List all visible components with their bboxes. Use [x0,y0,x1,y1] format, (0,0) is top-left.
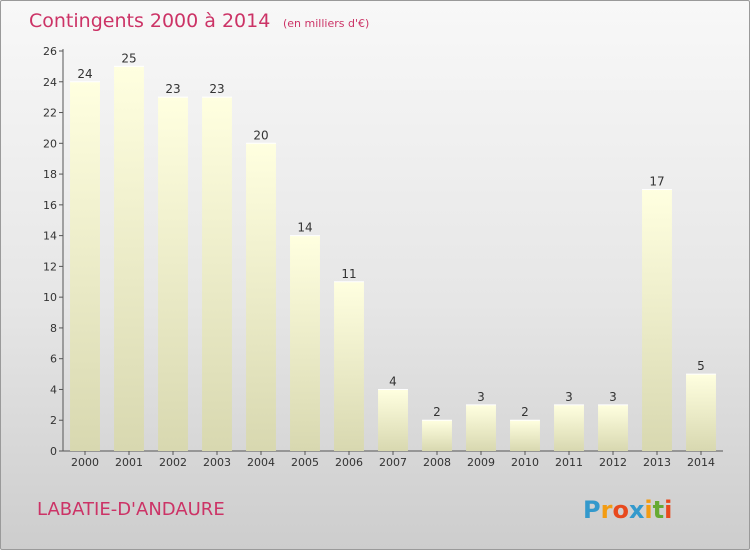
place-name: LABATIE-D'ANDAURE [37,499,225,520]
data-label-2003: 23 [209,82,224,96]
y-tick-label: 20 [43,137,57,150]
data-label-2013: 17 [649,174,664,188]
x-tick-label-2006: 2006 [335,456,363,469]
data-label-2007: 4 [389,374,397,388]
x-tick-label-2007: 2007 [379,456,407,469]
logo-letter: i [644,496,652,524]
data-label-2014: 5 [697,359,705,373]
data-label-2009: 3 [477,390,485,404]
x-tick-label-2009: 2009 [467,456,495,469]
bar-2012 [598,404,628,451]
bar-2006 [334,281,364,451]
y-tick-label: 16 [43,199,57,212]
x-tick-label-2002: 2002 [159,456,187,469]
chart-title: Contingents 2000 à 2014 [29,10,270,32]
y-tick-label: 4 [50,383,57,396]
logo-letter: P [583,496,601,524]
x-tick-label-2000: 2000 [71,456,99,469]
y-tick-label: 22 [43,107,57,120]
logo-letter: i [664,496,672,524]
x-tick-label-2001: 2001 [115,456,143,469]
bar-2005 [290,235,320,451]
x-tick-label-2004: 2004 [247,456,275,469]
y-tick-label: 8 [50,322,57,335]
bar-2010 [510,420,540,451]
x-tick-label-2013: 2013 [643,456,671,469]
y-tick-label: 12 [43,260,57,273]
data-label-2001: 25 [121,51,136,65]
y-tick-label: 14 [43,230,57,243]
bar-2014 [686,374,716,451]
x-tick-label-2014: 2014 [687,456,715,469]
chart-subtitle: (en milliers d'€) [283,17,369,30]
data-label-2008: 2 [433,405,441,419]
logo-letter: t [653,496,664,524]
data-label-2000: 24 [77,67,92,81]
logo-letter: r [601,496,613,524]
bar-2001 [114,66,144,451]
bar-2013 [642,189,672,451]
data-label-2011: 3 [565,390,573,404]
bar-2002 [158,97,188,452]
bar-2009 [466,404,496,451]
data-label-2004: 20 [253,128,268,142]
proxiti-logo: Proxiti [583,496,672,524]
y-tick-label: 10 [43,291,57,304]
logo-letter: o [612,496,629,524]
x-tick-label-2005: 2005 [291,456,319,469]
y-tick-label: 6 [50,353,57,366]
data-label-2005: 14 [297,221,312,235]
data-label-2002: 23 [165,82,180,96]
y-tick-label: 2 [50,414,57,427]
y-tick-label: 26 [43,45,57,58]
x-tick-label-2008: 2008 [423,456,451,469]
y-tick-label: 0 [50,445,57,458]
y-tick-label: 24 [43,76,57,89]
x-axis: 2000 2001 2002 2003 2004 2005 2006 2007 2008 2009… [63,450,723,469]
data-label-2012: 3 [609,390,617,404]
bar-2000 [70,81,100,452]
x-tick-label-2010: 2010 [511,456,539,469]
bar-2007 [378,389,408,451]
bar-2008 [422,420,452,451]
bar-2003 [202,97,232,452]
logo-letter: x [629,496,645,524]
x-tick-label-2011: 2011 [555,456,583,469]
bar-2004 [246,143,276,452]
data-label-2006: 11 [341,267,356,281]
bar-2011 [554,404,584,451]
x-tick-label-2003: 2003 [203,456,231,469]
y-tick-label: 18 [43,168,57,181]
data-label-2010: 2 [521,405,529,419]
bars [70,65,716,452]
x-tick-label-2012: 2012 [599,456,627,469]
